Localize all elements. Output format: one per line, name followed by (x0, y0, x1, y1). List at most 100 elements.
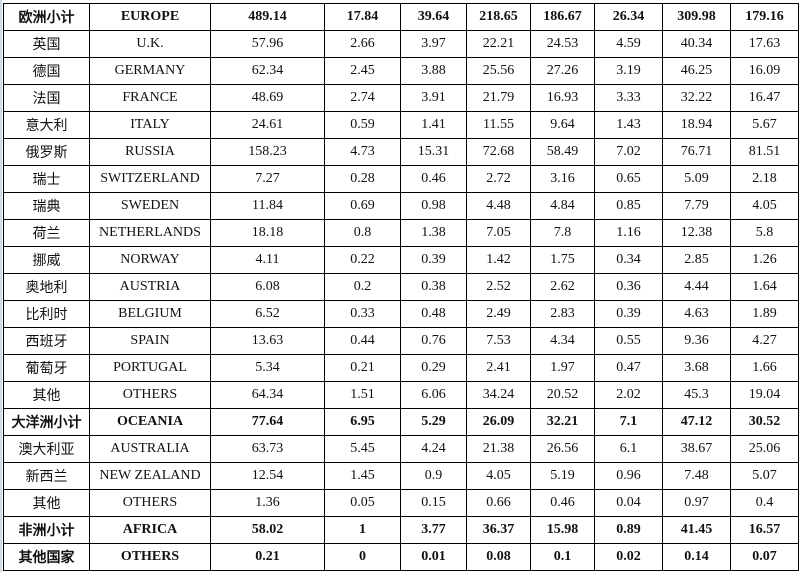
value-cell: 0.55 (594, 327, 663, 355)
value-cell: 1 (324, 516, 401, 544)
value-cell: 0.36 (594, 273, 663, 301)
value-cell: 17.84 (324, 3, 401, 31)
value-cell: 4.05 (730, 192, 799, 220)
value-cell: 7.1 (594, 408, 663, 436)
value-cell: 0.46 (400, 165, 467, 193)
region-name-cn: 荷兰 (3, 219, 90, 247)
value-cell: 24.61 (210, 111, 325, 139)
region-name-cn: 其他 (3, 381, 90, 409)
value-cell: 0.96 (594, 462, 663, 490)
region-name-en: NORWAY (89, 246, 211, 274)
region-name-cn: 澳大利亚 (3, 435, 90, 463)
value-cell: 40.34 (662, 30, 731, 58)
value-cell: 1.26 (730, 246, 799, 274)
value-cell: 0.44 (324, 327, 401, 355)
value-cell: 4.34 (530, 327, 595, 355)
value-cell: 1.43 (594, 111, 663, 139)
table-row: 其他 OTHERS 1.36 0.05 0.15 0.66 0.46 0.04 0.97 0.4 (3, 489, 799, 517)
region-name-cn: 其他国家 (3, 543, 90, 571)
value-cell: 39.64 (400, 3, 467, 31)
value-cell: 11.84 (210, 192, 325, 220)
table-row: 瑞典 SWEDEN 11.84 0.69 0.98 4.48 4.84 0.85 7.79 4.0… (3, 192, 799, 220)
value-cell: 0.47 (594, 354, 663, 382)
value-cell: 7.53 (466, 327, 531, 355)
value-cell: 7.48 (662, 462, 731, 490)
region-name-en: OTHERS (89, 381, 211, 409)
value-cell: 26.34 (594, 3, 663, 31)
value-cell: 0.85 (594, 192, 663, 220)
value-cell: 3.97 (400, 30, 467, 58)
region-name-en: OCEANIA (89, 408, 211, 436)
value-cell: 0.14 (662, 543, 731, 571)
subtotal-row: 其他国家 OTHERS 0.21 0 0.01 0.08 0.1 0.02 0.14 0.07 (3, 543, 799, 571)
value-cell: 6.95 (324, 408, 401, 436)
value-cell: 15.98 (530, 516, 595, 544)
value-cell: 24.53 (530, 30, 595, 58)
region-name-en: RUSSIA (89, 138, 211, 166)
region-name-en: OTHERS (89, 543, 211, 571)
value-cell: 5.8 (730, 219, 799, 247)
region-name-en: AUSTRALIA (89, 435, 211, 463)
value-cell: 2.02 (594, 381, 663, 409)
value-cell: 18.94 (662, 111, 731, 139)
value-cell: 13.63 (210, 327, 325, 355)
value-cell: 3.91 (400, 84, 467, 112)
value-cell: 0.05 (324, 489, 401, 517)
value-cell: 25.06 (730, 435, 799, 463)
value-cell: 6.08 (210, 273, 325, 301)
value-cell: 17.63 (730, 30, 799, 58)
value-cell: 0.46 (530, 489, 595, 517)
value-cell: 1.89 (730, 300, 799, 328)
value-cell: 1.45 (324, 462, 401, 490)
region-name-en: U.K. (89, 30, 211, 58)
data-table: 欧洲小计 EUROPE 489.14 17.84 39.64 218.65 186.67 26… (3, 3, 799, 571)
value-cell: 5.19 (530, 462, 595, 490)
region-name-cn: 奥地利 (3, 273, 90, 301)
value-cell: 1.38 (400, 219, 467, 247)
value-cell: 32.22 (662, 84, 731, 112)
region-name-en: AUSTRIA (89, 273, 211, 301)
value-cell: 62.34 (210, 57, 325, 85)
value-cell: 6.06 (400, 381, 467, 409)
region-name-cn: 大洋洲小计 (3, 408, 90, 436)
region-name-cn: 瑞典 (3, 192, 90, 220)
region-name-en: AFRICA (89, 516, 211, 544)
value-cell: 1.51 (324, 381, 401, 409)
value-cell: 81.51 (730, 138, 799, 166)
subtotal-row: 欧洲小计 EUROPE 489.14 17.84 39.64 218.65 186.67 26… (3, 3, 799, 31)
value-cell: 7.05 (466, 219, 531, 247)
table-row: 奥地利 AUSTRIA 6.08 0.2 0.38 2.52 2.62 0.36 4.44 1.6… (3, 273, 799, 301)
value-cell: 3.33 (594, 84, 663, 112)
value-cell: 1.36 (210, 489, 325, 517)
table-row: 葡萄牙 PORTUGAL 5.34 0.21 0.29 2.41 1.97 0.47 3.68 1… (3, 354, 799, 382)
value-cell: 36.37 (466, 516, 531, 544)
value-cell: 3.16 (530, 165, 595, 193)
value-cell: 58.49 (530, 138, 595, 166)
value-cell: 30.52 (730, 408, 799, 436)
table-row: 法国 FRANCE 48.69 2.74 3.91 21.79 16.93 3.33 32.22… (3, 84, 799, 112)
value-cell: 0.08 (466, 543, 531, 571)
value-cell: 4.44 (662, 273, 731, 301)
value-cell: 9.64 (530, 111, 595, 139)
value-cell: 0.01 (400, 543, 467, 571)
value-cell: 3.88 (400, 57, 467, 85)
value-cell: 4.63 (662, 300, 731, 328)
region-name-cn: 欧洲小计 (3, 3, 90, 31)
value-cell: 34.24 (466, 381, 531, 409)
table-row: 德国 GERMANY 62.34 2.45 3.88 25.56 27.26 3.19 46.2… (3, 57, 799, 85)
value-cell: 4.73 (324, 138, 401, 166)
table-row: 比利时 BELGIUM 6.52 0.33 0.48 2.49 2.83 0.39 4.63 1.… (3, 300, 799, 328)
table-row: 新西兰 NEW ZEALAND 12.54 1.45 0.9 4.05 5.19 0.96 7.… (3, 462, 799, 490)
value-cell: 218.65 (466, 3, 531, 31)
value-cell: 2.41 (466, 354, 531, 382)
region-name-cn: 德国 (3, 57, 90, 85)
table-row: 俄罗斯 RUSSIA 158.23 4.73 15.31 72.68 58.49 7.02 76… (3, 138, 799, 166)
value-cell: 47.12 (662, 408, 731, 436)
value-cell: 12.38 (662, 219, 731, 247)
value-cell: 6.52 (210, 300, 325, 328)
value-cell: 5.29 (400, 408, 467, 436)
value-cell: 9.36 (662, 327, 731, 355)
value-cell: 38.67 (662, 435, 731, 463)
value-cell: 5.45 (324, 435, 401, 463)
value-cell: 5.67 (730, 111, 799, 139)
